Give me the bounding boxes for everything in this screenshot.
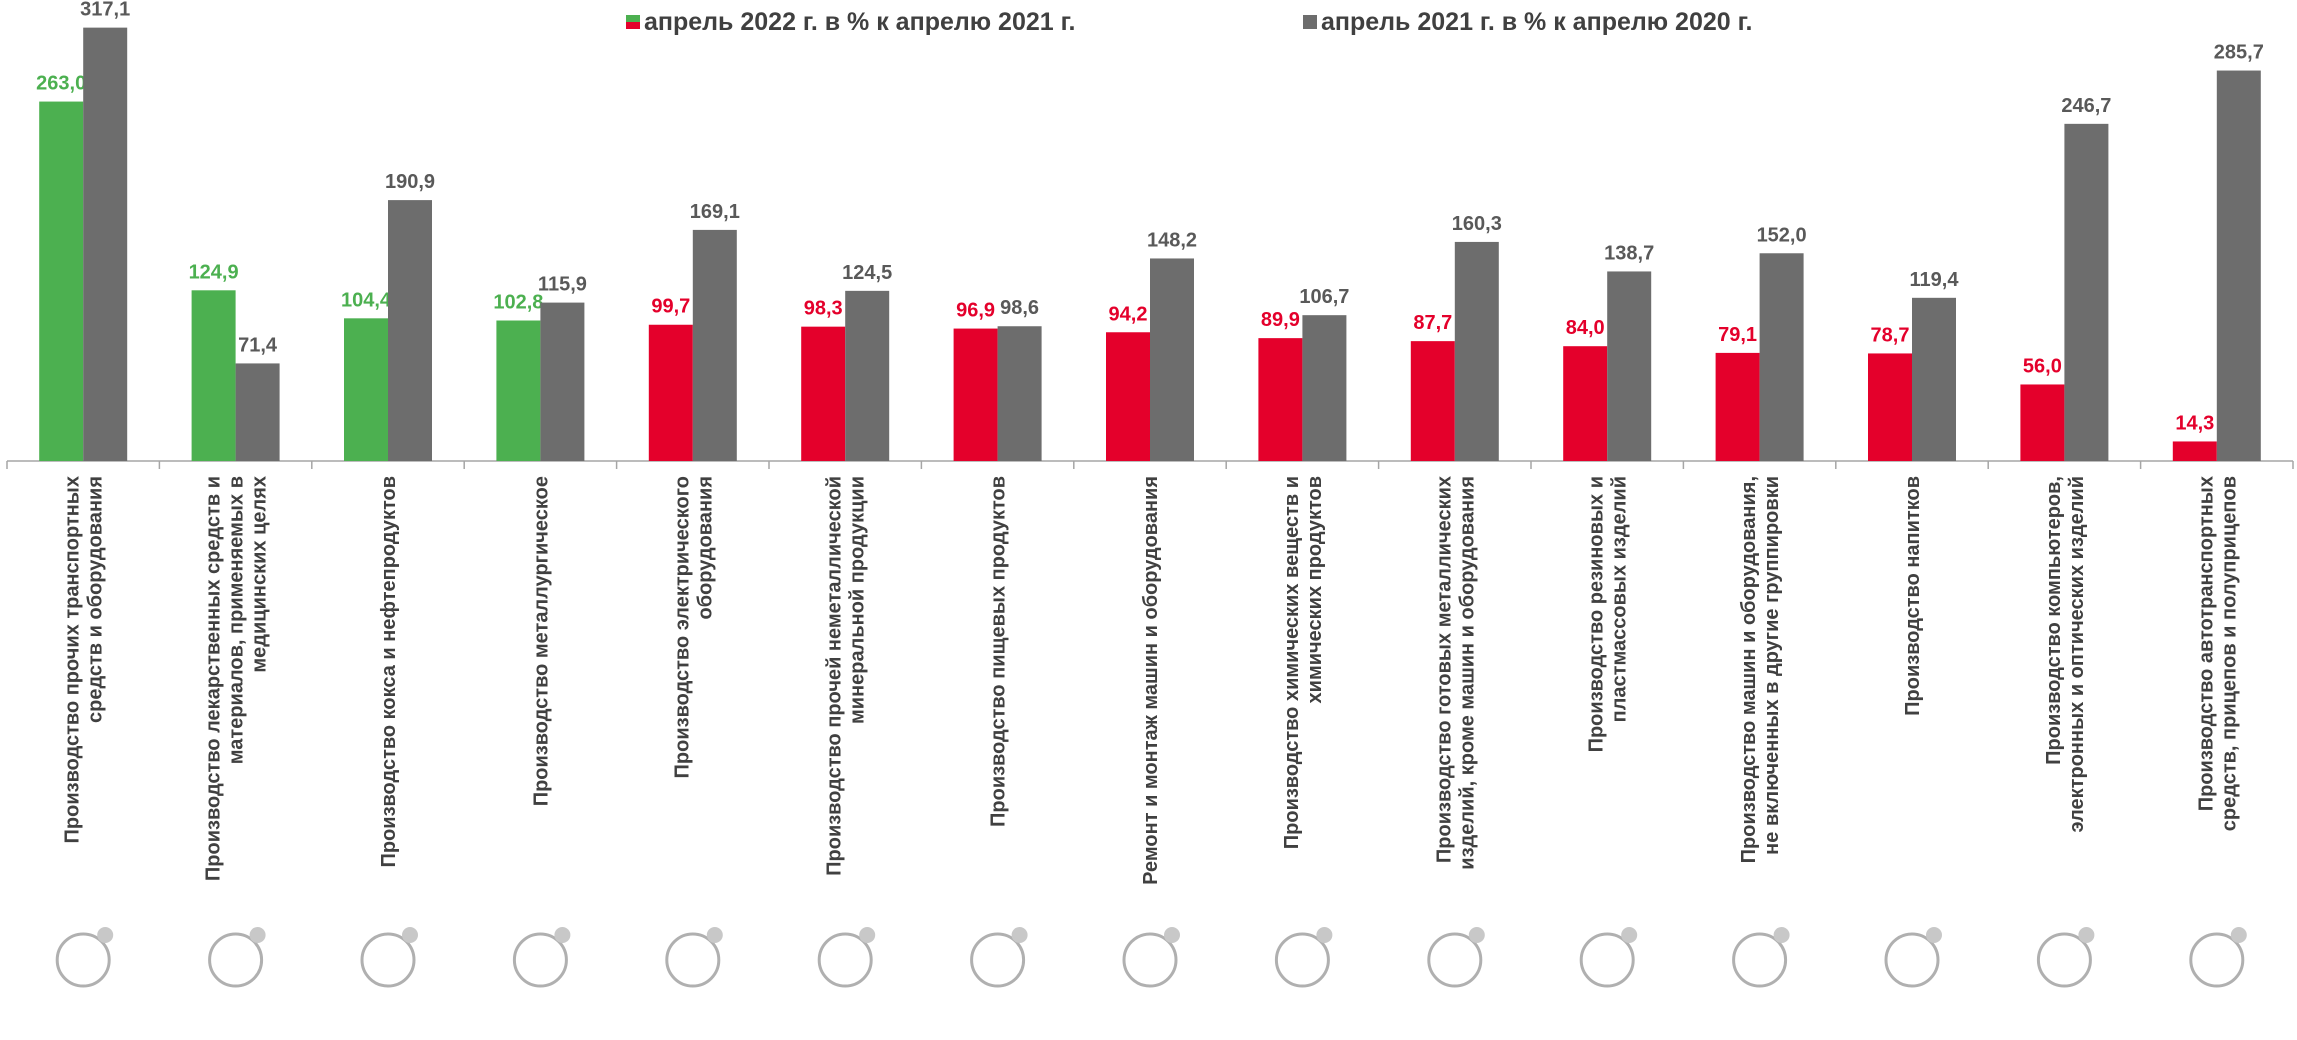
- bar: [954, 329, 998, 461]
- bar: [1607, 271, 1651, 461]
- value-label: 104,4: [341, 289, 392, 311]
- bar: [2064, 124, 2108, 461]
- x-tick-label: Производство напитков: [1902, 476, 1924, 716]
- value-label: 14,3: [2175, 412, 2214, 434]
- icon-dot: [859, 927, 875, 943]
- icon-dot: [1012, 927, 1028, 943]
- value-label: 317,1: [80, 0, 130, 21]
- value-label: 138,7: [1604, 242, 1654, 264]
- x-tick-label: Производство прочих транспортныхсредств …: [62, 476, 107, 843]
- bar: [801, 327, 845, 461]
- x-tick-label: Производство готовых металлическихиздели…: [1433, 476, 1478, 870]
- icon-dot: [1774, 927, 1790, 943]
- icon-dot: [2078, 927, 2094, 943]
- bar: [693, 230, 737, 461]
- bar: [496, 321, 540, 461]
- bar: [236, 363, 280, 461]
- x-tick-label: Производство электрическогооборудования: [671, 476, 716, 778]
- value-label: 87,7: [1413, 312, 1452, 334]
- legend-item: апрель 2021 г. в % к апрелю 2020 г.: [1303, 8, 1752, 36]
- bar: [39, 102, 83, 461]
- value-label: 148,2: [1147, 229, 1197, 251]
- value-label: 79,1: [1718, 324, 1757, 346]
- x-tick-label: Производство лекарственных средств имате…: [203, 476, 271, 881]
- bar: [2020, 384, 2064, 461]
- legend-swatch: [626, 22, 640, 29]
- icon-dot: [1164, 927, 1180, 943]
- bar: [344, 318, 388, 461]
- bar: [388, 200, 432, 461]
- value-label: 124,5: [842, 262, 892, 284]
- value-label: 106,7: [1299, 286, 1349, 308]
- value-label: 190,9: [385, 171, 435, 193]
- x-tick-label: Производство резиновых ипластмассовых из…: [1586, 476, 1631, 752]
- legend-label: апрель 2021 г. в % к апрелю 2020 г.: [1321, 8, 1752, 36]
- icon-dot: [1926, 927, 1942, 943]
- value-label: 98,6: [1000, 297, 1039, 319]
- x-tick-label: Производство прочей неметаллическойминер…: [824, 476, 869, 876]
- x-tick-label: Производство химических веществ ихимичес…: [1281, 476, 1326, 849]
- value-label: 102,8: [493, 292, 543, 314]
- bar: [1912, 298, 1956, 461]
- bar: [845, 291, 889, 461]
- x-tick-label: Производство металлургическое: [530, 476, 552, 806]
- icon-dot: [1469, 927, 1485, 943]
- value-label: 169,1: [690, 201, 740, 223]
- icon-dot: [402, 927, 418, 943]
- bar: [2217, 71, 2261, 461]
- value-label: 285,7: [2214, 42, 2264, 64]
- legend-swatch: [626, 15, 640, 22]
- value-label: 56,0: [2023, 355, 2062, 377]
- bar: [1455, 242, 1499, 461]
- value-label: 152,0: [1757, 224, 1807, 246]
- bar: [1411, 341, 1455, 461]
- legend-label: апрель 2022 г. в % к апрелю 2021 г.: [644, 8, 1075, 36]
- icon-dot: [554, 927, 570, 943]
- x-tick-label: Ремонт и монтаж машин и оборудования: [1140, 476, 1162, 885]
- value-label: 99,7: [651, 296, 690, 318]
- icon-dot: [707, 927, 723, 943]
- bar: [998, 326, 1042, 461]
- value-label: 89,9: [1261, 309, 1300, 331]
- bar: [1760, 253, 1804, 461]
- x-tick-label: Производство машин и оборудования,не вкл…: [1738, 476, 1783, 863]
- bar: [1258, 338, 1302, 461]
- bar: [83, 28, 127, 461]
- x-tick-label: Производство компьютеров,электронных и о…: [2043, 476, 2088, 832]
- value-label: 160,3: [1452, 213, 1502, 235]
- chart: апрель 2022 г. в % к апрелю 2021 г. апрел…: [0, 0, 2297, 1035]
- value-label: 94,2: [1109, 303, 1148, 325]
- value-label: 246,7: [2061, 95, 2111, 117]
- bar: [1150, 258, 1194, 461]
- icon-dot: [1621, 927, 1637, 943]
- bar: [1106, 332, 1150, 461]
- bar: [192, 290, 236, 461]
- x-tick-label: Производство пищевых продуктов: [988, 476, 1010, 827]
- bar: [1302, 315, 1346, 461]
- bar: [649, 325, 693, 461]
- bar: [1716, 353, 1760, 461]
- icon-dot: [250, 927, 266, 943]
- legend-swatch: [1303, 15, 1317, 29]
- legend-item: апрель 2022 г. в % к апрелю 2021 г.: [626, 8, 1075, 36]
- value-label: 119,4: [1910, 269, 1960, 291]
- bar: [540, 303, 584, 461]
- value-label: 98,3: [804, 298, 843, 320]
- icon-dot: [1316, 927, 1332, 943]
- value-label: 115,9: [538, 274, 587, 296]
- x-tick-label: Производство автотранспортныхсредств, пр…: [2195, 476, 2240, 831]
- bar: [1563, 346, 1607, 461]
- bar: [2173, 441, 2217, 461]
- icon-dot: [2231, 927, 2247, 943]
- icon-dot: [97, 927, 113, 943]
- value-label: 71,4: [238, 334, 278, 356]
- value-label: 84,0: [1566, 317, 1605, 339]
- value-label: 124,9: [189, 261, 239, 283]
- value-label: 78,7: [1871, 324, 1910, 346]
- value-label: 96,9: [956, 300, 995, 322]
- value-label: 263,0: [36, 73, 86, 95]
- x-tick-label: Производство кокса и нефтепродуктов: [378, 476, 400, 868]
- bar: [1868, 353, 1912, 461]
